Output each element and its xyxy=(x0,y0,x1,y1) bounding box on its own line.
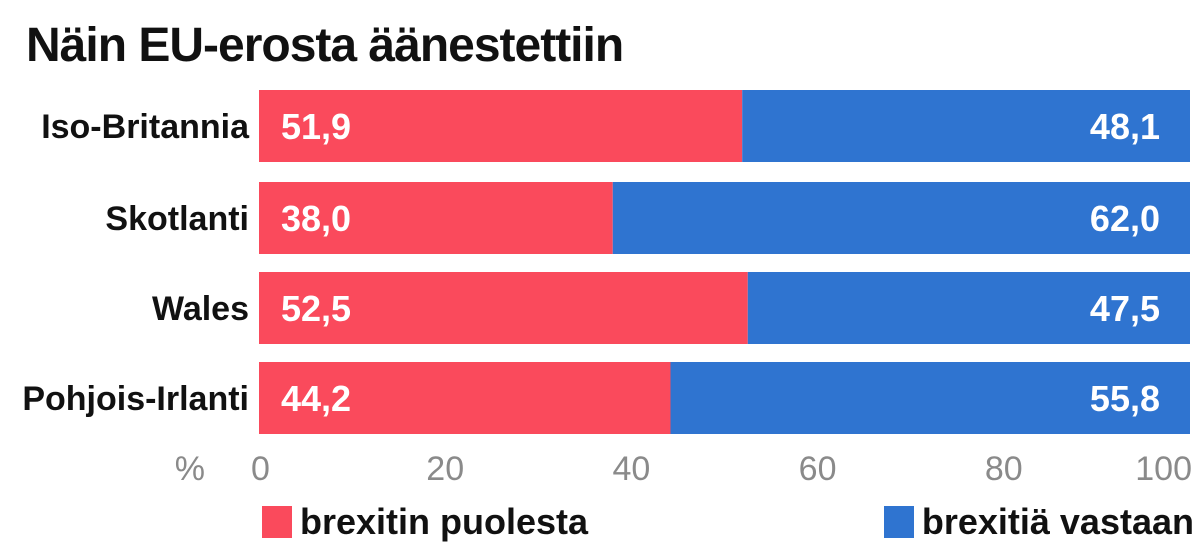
value-label-leave-skotlanti: 38,0 xyxy=(281,198,351,239)
value-label-remain-pohjois-irlanti: 55,8 xyxy=(1090,378,1160,419)
category-label-wales: Wales xyxy=(152,290,249,328)
x-axis-unit-label: % xyxy=(175,450,205,488)
value-label-leave-pohjois-irlanti: 44,2 xyxy=(281,378,351,419)
legend-swatch-remain xyxy=(883,506,914,538)
value-label-leave-iso-britannia: 51,9 xyxy=(281,106,351,147)
x-tick-label-80: 80 xyxy=(985,450,1023,488)
x-tick-label-0: 0 xyxy=(251,450,270,488)
bar-leave-wales xyxy=(259,272,748,344)
x-tick-label-60: 60 xyxy=(799,450,837,488)
legend-label-remain: brexitiä vastaan xyxy=(921,501,1194,542)
bar-remain-iso-britannia xyxy=(742,90,1190,162)
value-label-leave-wales: 52,5 xyxy=(281,288,351,329)
value-label-remain-wales: 47,5 xyxy=(1090,288,1160,329)
x-tick-label-20: 20 xyxy=(426,450,464,488)
category-label-skotlanti: Skotlanti xyxy=(105,200,249,238)
bar-remain-skotlanti xyxy=(612,182,1190,254)
bar-remain-pohjois-irlanti xyxy=(670,362,1190,434)
category-label-iso-britannia: Iso-Britannia xyxy=(41,108,250,146)
value-label-remain-iso-britannia: 48,1 xyxy=(1090,106,1160,147)
x-tick-label-40: 40 xyxy=(612,450,650,488)
value-label-remain-skotlanti: 62,0 xyxy=(1090,198,1160,239)
chart-title: Näin EU-erosta äänestettiin xyxy=(26,19,624,72)
legend-item-remain: brexitiä vastaan xyxy=(883,500,1194,544)
legend-item-leave: brexitin puolesta xyxy=(262,500,588,544)
legend-swatch-leave xyxy=(262,506,292,538)
bar-leave-skotlanti xyxy=(259,182,613,254)
x-tick-label-100: 100 xyxy=(1135,450,1192,488)
legend-label-leave: brexitin puolesta xyxy=(300,501,589,542)
bar-remain-wales xyxy=(747,272,1190,344)
bar-leave-pohjois-irlanti xyxy=(259,362,671,434)
category-label-pohjois-irlanti: Pohjois-Irlanti xyxy=(22,380,249,418)
bar-leave-iso-britannia xyxy=(259,90,743,162)
